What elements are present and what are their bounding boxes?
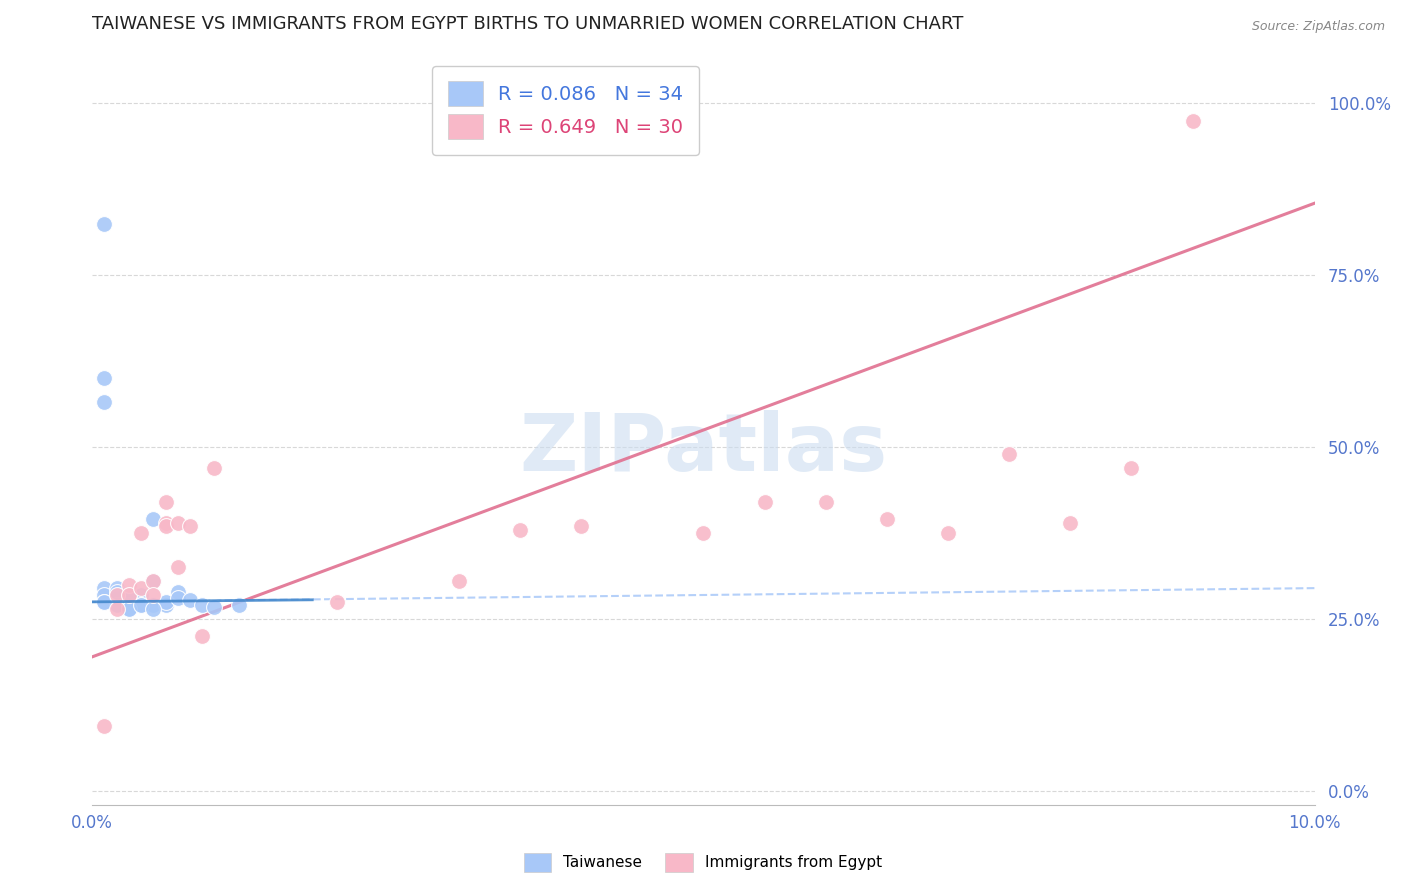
Point (191, 599, 214, 613)
Point (142, 574, 165, 589)
Point (447, 574, 470, 589)
Point (692, 526, 714, 541)
Point (105, 581, 128, 595)
Point (166, 516, 188, 530)
Point (129, 599, 152, 613)
Point (129, 581, 152, 595)
Point (166, 591, 188, 606)
Point (105, 588, 128, 602)
Point (936, 526, 959, 541)
Point (118, 588, 141, 602)
Point (93, 718, 115, 732)
Point (118, 588, 141, 602)
Point (142, 574, 165, 589)
Point (93, 217, 115, 231)
Point (179, 592, 201, 607)
Point (105, 601, 128, 615)
Point (142, 599, 165, 613)
Point (179, 519, 201, 533)
Point (93, 395, 115, 409)
Point (155, 495, 177, 509)
Text: ZIPatlas: ZIPatlas (519, 410, 887, 488)
Point (1181, 113, 1204, 128)
Point (129, 599, 152, 613)
Point (204, 460, 226, 475)
Point (569, 519, 592, 533)
Point (142, 601, 165, 615)
Point (118, 601, 141, 615)
Point (1121, 460, 1143, 475)
Point (191, 629, 214, 643)
Legend: Taiwanese, Immigrants from Egypt: Taiwanese, Immigrants from Egypt (516, 845, 890, 880)
Point (118, 601, 141, 615)
Point (105, 588, 128, 602)
Point (166, 560, 188, 574)
Point (509, 523, 531, 537)
Point (105, 599, 128, 613)
Point (142, 588, 165, 602)
Point (166, 584, 188, 599)
Point (93, 595, 115, 609)
Point (129, 588, 152, 602)
Legend: R = 0.086   N = 34, R = 0.649   N = 30: R = 0.086 N = 34, R = 0.649 N = 30 (432, 66, 699, 154)
Point (204, 599, 226, 614)
Point (325, 595, 347, 609)
Point (105, 591, 128, 606)
Point (228, 599, 250, 613)
Text: Source: ZipAtlas.com: Source: ZipAtlas.com (1251, 20, 1385, 33)
Point (155, 599, 177, 613)
Text: TAIWANESE VS IMMIGRANTS FROM EGYPT BIRTHS TO UNMARRIED WOMEN CORRELATION CHART: TAIWANESE VS IMMIGRANTS FROM EGYPT BIRTH… (93, 15, 963, 33)
Point (814, 495, 837, 509)
Point (142, 512, 165, 526)
Point (155, 519, 177, 533)
Point (155, 516, 177, 530)
Point (754, 495, 776, 509)
Point (118, 599, 141, 613)
Point (118, 595, 141, 609)
Point (998, 447, 1021, 461)
Point (93, 371, 115, 385)
Point (93, 588, 115, 602)
Point (93, 595, 115, 609)
Point (118, 577, 141, 591)
Point (1059, 516, 1081, 530)
Point (105, 584, 128, 599)
Point (118, 588, 141, 602)
Point (129, 526, 152, 541)
Point (93, 581, 115, 595)
Point (155, 595, 177, 609)
Point (876, 512, 898, 526)
Point (105, 599, 128, 613)
